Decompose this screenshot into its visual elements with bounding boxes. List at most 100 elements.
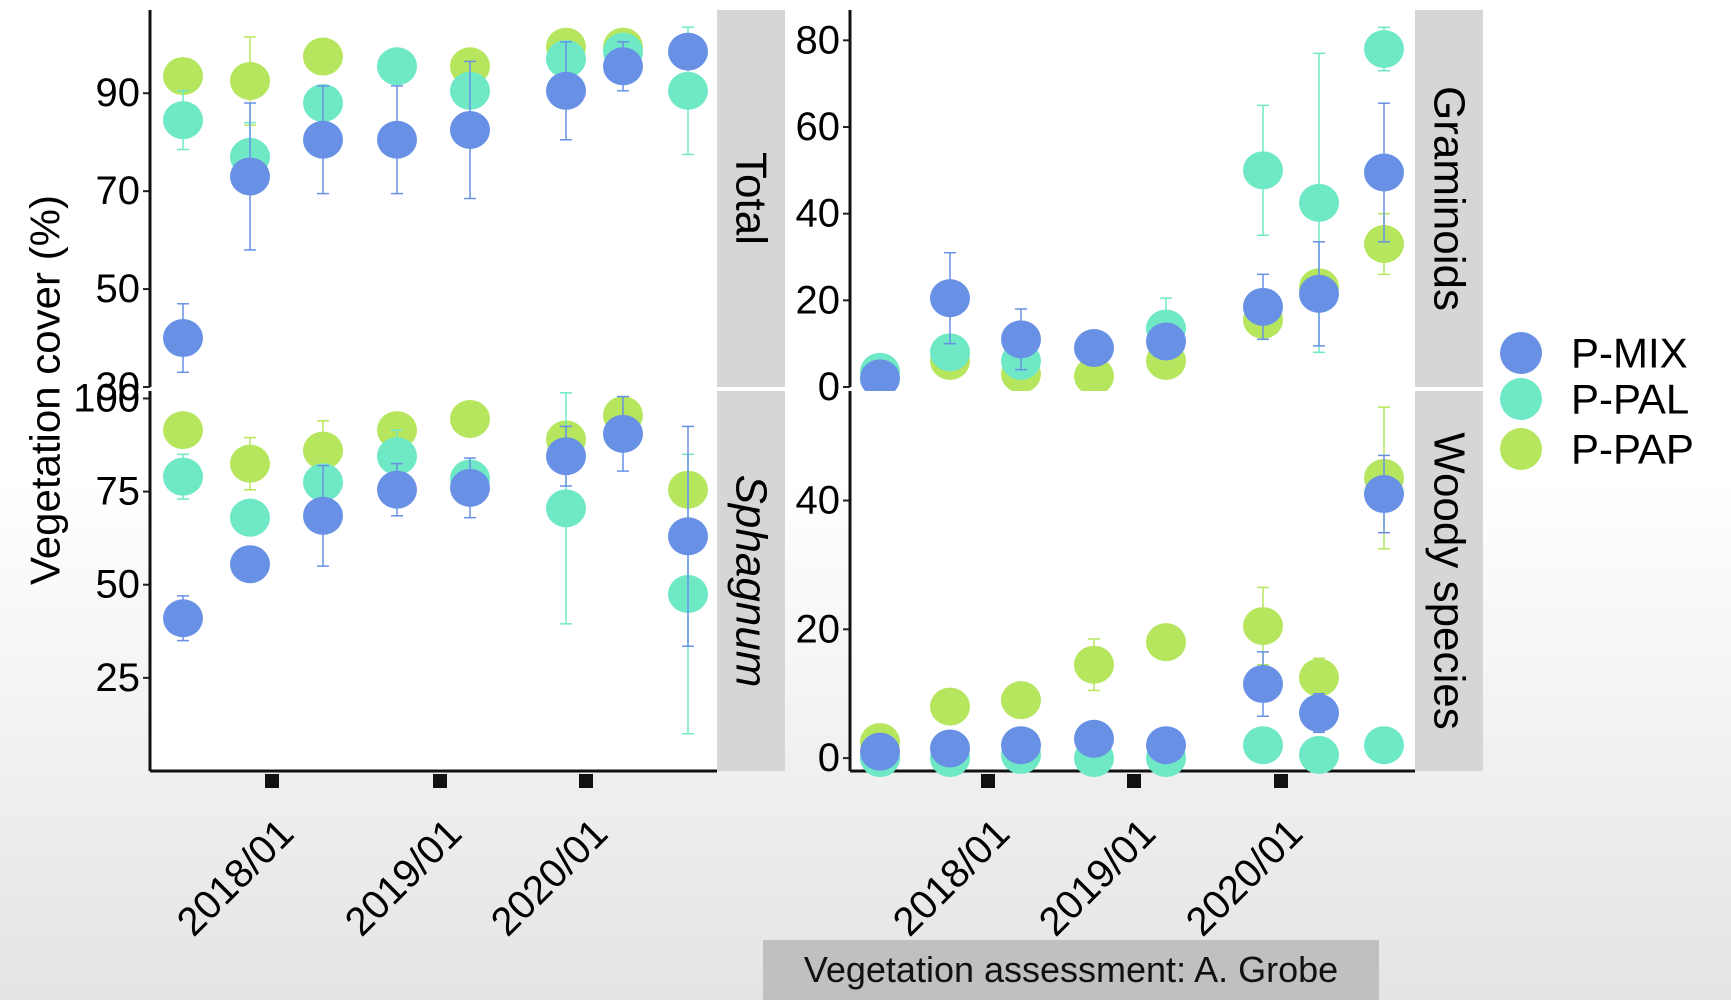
point-total-p-mix xyxy=(668,32,708,71)
point-graminoids-p-pap xyxy=(1364,225,1404,263)
y-tick-label-sphagnum: 100 xyxy=(73,376,140,420)
point-sphagnum-p-pap xyxy=(230,444,270,483)
point-sphagnum-p-pal xyxy=(377,437,417,476)
point-graminoids-p-pal xyxy=(1243,151,1283,190)
strip-label-woody-species: Woody species xyxy=(1425,432,1474,730)
point-sphagnum-p-pal xyxy=(230,498,270,537)
point-sphagnum-p-mix xyxy=(668,517,708,556)
legend-key-p-pap xyxy=(1500,428,1542,470)
point-total-p-mix xyxy=(546,71,586,110)
point-woody-species-p-pap xyxy=(1074,645,1114,684)
strip-total xyxy=(717,10,785,387)
x-tick-label: 2018/01 xyxy=(885,811,1018,944)
point-sphagnum-p-mix xyxy=(163,599,203,638)
point-woody-species-p-pap xyxy=(1299,658,1339,697)
point-woody-species-p-pal xyxy=(1364,726,1404,765)
y-tick-label-sphagnum: 75 xyxy=(96,470,141,514)
point-total-p-pal xyxy=(377,47,417,86)
x-tick-mark xyxy=(981,774,995,788)
point-total-p-mix xyxy=(230,157,270,196)
x-tick-label: 2019/01 xyxy=(337,811,470,944)
point-graminoids-p-mix xyxy=(1001,320,1041,359)
y-tick-label-graminoids: 20 xyxy=(796,278,841,322)
point-sphagnum-p-pal xyxy=(546,489,586,528)
point-total-p-pap xyxy=(303,37,343,76)
credit-text: Vegetation assessment: A. Grobe xyxy=(803,949,1339,990)
point-sphagnum-p-mix xyxy=(377,470,417,509)
y-tick-label-woody-species: 40 xyxy=(796,478,841,522)
point-woody-species-p-pap xyxy=(1146,623,1186,662)
point-graminoids-p-mix xyxy=(860,359,900,398)
x-tick-label: 2019/01 xyxy=(1031,811,1164,944)
point-graminoids-p-mix xyxy=(930,279,970,318)
point-sphagnum-p-pap xyxy=(450,399,490,438)
y-tick-label-total: 30 xyxy=(96,365,141,409)
point-graminoids-p-pal xyxy=(1364,30,1404,68)
strip-graminoids xyxy=(1415,10,1483,387)
x-tick-label: 2020/01 xyxy=(483,811,616,944)
y-tick-label-total: 50 xyxy=(96,267,141,311)
point-total-p-pal xyxy=(668,71,708,110)
strip-woody-species xyxy=(1415,391,1483,771)
point-sphagnum-p-pap xyxy=(163,411,203,450)
point-woody-species-p-pap xyxy=(1001,681,1041,720)
y-tick-label-graminoids: 40 xyxy=(796,192,841,236)
y-tick-label-total: 90 xyxy=(96,71,141,115)
y-tick-label-sphagnum: 50 xyxy=(96,563,141,607)
point-woody-species-p-mix xyxy=(860,732,900,771)
point-total-p-mix xyxy=(377,120,417,159)
x-tick-mark xyxy=(579,774,593,788)
point-sphagnum-p-mix xyxy=(603,414,643,453)
y-tick-label-woody-species: 20 xyxy=(796,607,841,651)
point-sphagnum-p-mix xyxy=(450,468,490,507)
x-tick-label: 2020/01 xyxy=(1178,811,1311,944)
y-axis-title: Vegetation cover (%) xyxy=(22,195,69,585)
point-sphagnum-p-pal xyxy=(163,457,203,496)
point-graminoids-p-mix xyxy=(1299,274,1339,313)
point-graminoids-p-mix xyxy=(1074,329,1114,367)
point-graminoids-p-mix xyxy=(1243,287,1283,326)
point-woody-species-p-mix xyxy=(1364,475,1404,514)
point-graminoids-p-mix xyxy=(1364,153,1404,192)
x-tick-mark xyxy=(1127,774,1141,788)
point-graminoids-p-mix xyxy=(1146,322,1186,361)
y-tick-label-sphagnum: 25 xyxy=(96,656,141,700)
point-sphagnum-p-pap xyxy=(303,431,343,470)
x-tick-label: 2018/01 xyxy=(169,811,302,944)
y-tick-label-graminoids: 80 xyxy=(796,18,841,62)
y-tick-label-graminoids: 0 xyxy=(818,365,840,409)
point-total-p-pap xyxy=(230,61,270,100)
strip-label-sphagnum: Sphagnum xyxy=(727,475,776,688)
point-total-p-mix xyxy=(303,120,343,159)
point-woody-species-p-mix xyxy=(1243,665,1283,704)
point-total-p-pap xyxy=(163,57,203,96)
y-tick-label-woody-species: 0 xyxy=(818,736,840,780)
legend-key-p-mix xyxy=(1500,332,1542,374)
point-graminoids-p-pap xyxy=(1074,357,1114,396)
x-tick-mark xyxy=(1274,774,1288,788)
strip-label-graminoids: Graminoids xyxy=(1425,86,1474,311)
point-total-p-mix xyxy=(450,110,490,149)
point-woody-species-p-pap xyxy=(930,687,970,726)
point-woody-species-p-mix xyxy=(1074,719,1114,758)
strip-label-total: Total xyxy=(727,152,776,245)
point-sphagnum-p-mix xyxy=(546,437,586,476)
strip-sphagnum xyxy=(717,391,785,771)
point-woody-species-p-pal xyxy=(1299,735,1339,774)
point-woody-species-p-pap xyxy=(1243,607,1283,646)
y-tick-label-graminoids: 60 xyxy=(796,105,841,149)
legend-key-p-pal xyxy=(1500,378,1542,420)
point-woody-species-p-mix xyxy=(1001,726,1041,765)
credit-box: Vegetation assessment: A. Grobe xyxy=(763,940,1379,1000)
point-graminoids-p-pal xyxy=(1299,183,1339,222)
point-total-p-mix xyxy=(603,47,643,86)
point-woody-species-p-pal xyxy=(1243,726,1283,765)
legend-label-p-pal: P-PAL xyxy=(1571,376,1689,423)
point-total-p-mix xyxy=(163,319,203,358)
point-total-p-pal xyxy=(163,101,203,140)
point-woody-species-p-mix xyxy=(930,729,970,768)
point-sphagnum-p-mix xyxy=(230,545,270,584)
point-sphagnum-p-mix xyxy=(303,496,343,535)
x-tick-mark xyxy=(265,774,279,788)
